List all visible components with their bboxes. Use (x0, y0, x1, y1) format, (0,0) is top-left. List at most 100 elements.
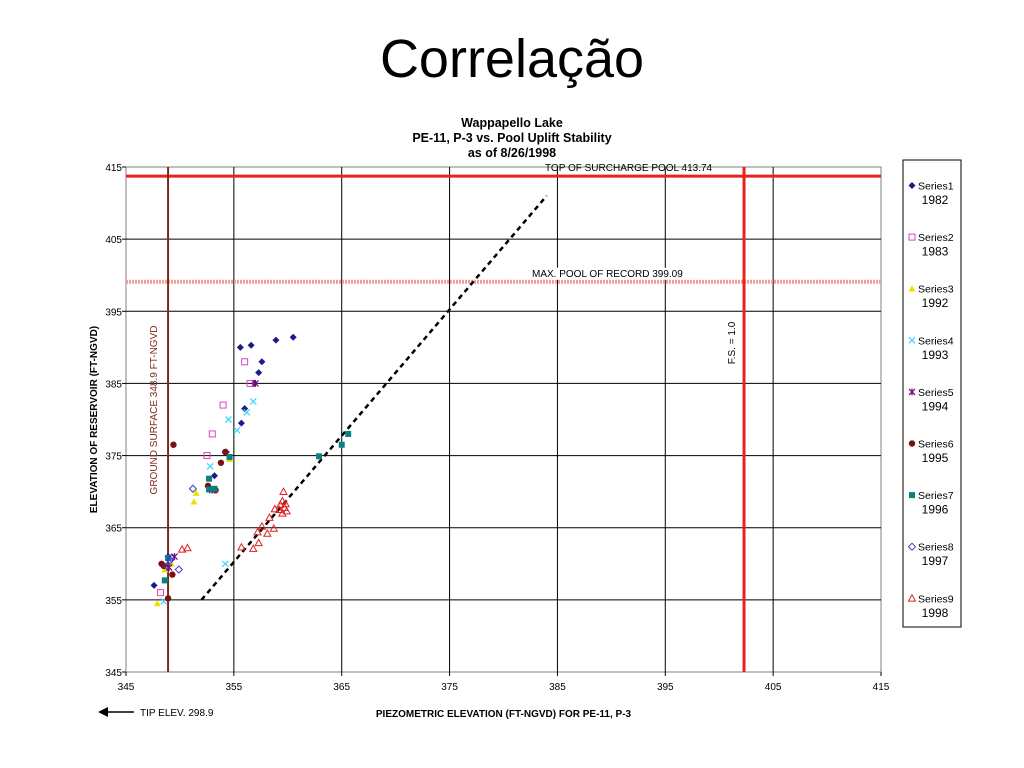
data-point (233, 426, 241, 434)
legend-series-name: Series3 (918, 284, 954, 296)
data-point (161, 577, 168, 584)
y-tick-label: 405 (105, 235, 122, 246)
fs-label: F.S. = 1.0 (727, 321, 738, 364)
max-pool-label-bg (528, 267, 710, 280)
data-point (272, 336, 280, 344)
data-point (269, 523, 279, 532)
trendline (200, 195, 548, 601)
legend-series-year: 1998 (922, 606, 949, 620)
y-axis-label: ELEVATION OF RESERVOIR (FT-NGVD) (89, 326, 100, 513)
legend-series-name: Series8 (918, 542, 954, 554)
data-point (258, 358, 266, 366)
legend-series-name: Series2 (918, 232, 954, 244)
data-point (219, 401, 227, 409)
data-point (236, 343, 244, 351)
legend-series-name: Series4 (918, 335, 954, 347)
grid-lines (126, 167, 881, 672)
legend-series-name: Series7 (918, 490, 954, 502)
legend-marker (907, 593, 917, 602)
reference-lines: TOP OF SURCHARGE POOL 413.74 MAX. POOL OF… (126, 163, 881, 672)
legend-marker (908, 182, 916, 189)
chart-title-line: PE-11, P-3 vs. Pool Uplift Stability (412, 131, 611, 145)
trendline-dashed (200, 195, 548, 601)
legend-series-name: Series1 (918, 181, 954, 193)
tip-elevation-note: TIP ELEV. 298.9 (98, 707, 214, 719)
data-point (166, 555, 175, 565)
legend-marker (908, 440, 916, 447)
y-tick-label: 365 (105, 524, 122, 535)
series-8-points (162, 484, 198, 574)
legend-marker (908, 285, 916, 292)
data-point (246, 379, 254, 387)
data-point (217, 459, 225, 466)
series-2-points (157, 358, 254, 597)
y-tick-label: 415 (105, 163, 122, 174)
data-point (237, 419, 245, 427)
data-point (225, 416, 232, 423)
data-point (222, 448, 229, 456)
data-point (211, 485, 218, 492)
tip-elevation-label: TIP ELEV. 298.9 (140, 708, 214, 719)
legend-series-year: 1997 (922, 554, 949, 568)
x-tick-label: 355 (226, 682, 243, 693)
x-tick-label: 375 (441, 682, 458, 693)
data-point (208, 430, 216, 438)
data-point (188, 484, 198, 493)
plot-area (125, 166, 882, 673)
data-point (257, 521, 267, 530)
chart-title-line: Wappapello Lake (461, 116, 563, 130)
y-tick-label: 395 (105, 307, 122, 318)
y-tick-label: 385 (105, 379, 122, 390)
data-point (316, 453, 323, 460)
x-tick-label: 365 (333, 682, 350, 693)
tick-labels: 345 355 365 375 385 395 405 415 345 355 365 375 385 3… (105, 163, 889, 693)
legend-series-name: Series9 (918, 593, 954, 605)
data-point (241, 405, 249, 413)
legend-marker (907, 542, 917, 551)
data-point (248, 544, 258, 552)
x-tick-label: 345 (118, 682, 135, 693)
data-point (206, 462, 214, 470)
data-point (192, 489, 200, 496)
x-tick-label: 395 (657, 682, 674, 693)
data-point (177, 544, 187, 553)
x-tick-label: 385 (549, 682, 566, 693)
data-point (157, 589, 165, 597)
data-point (275, 500, 285, 508)
data-point (183, 543, 192, 552)
data-point (221, 560, 229, 568)
data-point (174, 565, 184, 574)
y-tick-label: 355 (105, 596, 122, 607)
slide-title: Correlação (379, 29, 645, 89)
series-9-points (177, 487, 292, 553)
data-point (278, 496, 287, 505)
y-tick-label: 345 (105, 668, 122, 679)
series-1-points (150, 333, 297, 589)
x-axis-label: PIEZOMETRIC ELEVATION (FT-NGVD) FOR PE-1… (376, 709, 632, 720)
legend-marker (908, 388, 916, 396)
data-point (167, 553, 176, 563)
legend-marker (908, 233, 916, 241)
data-point (262, 528, 272, 537)
data-point (162, 561, 172, 571)
legend-marker (909, 492, 915, 499)
data-point (164, 595, 172, 602)
legend-series-year: 1995 (922, 451, 949, 465)
data-point (249, 398, 257, 405)
legend-series-year: 1992 (922, 296, 949, 310)
data-point (190, 498, 198, 505)
series-4-points (160, 398, 257, 605)
data-point (169, 571, 176, 578)
ground-surface-label: GROUND SURFACE 348.9 FT-NGVD (149, 326, 160, 495)
data-point (252, 379, 259, 387)
data-point (237, 542, 246, 551)
data-point (254, 538, 264, 547)
legend-marker (908, 336, 916, 344)
data-point (265, 513, 274, 521)
data-point (210, 472, 218, 480)
data-point (226, 454, 233, 461)
legend-series-year: 1994 (922, 399, 949, 413)
